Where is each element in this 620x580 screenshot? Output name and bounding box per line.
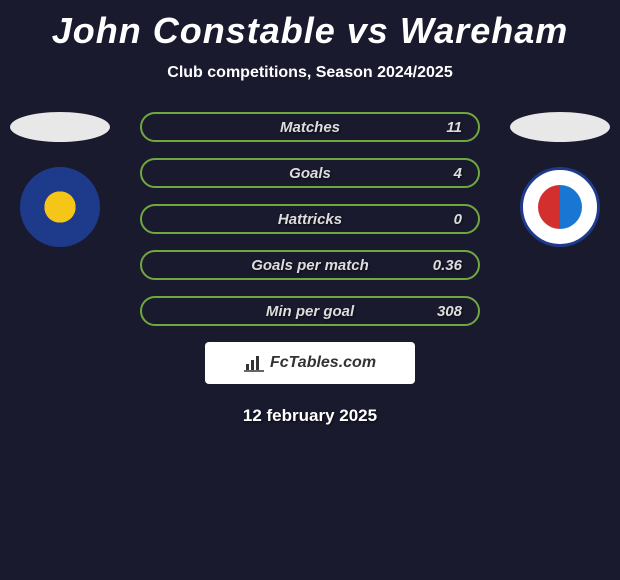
branding-badge: FcTables.com	[205, 342, 415, 384]
page-title: John Constable vs Wareham	[0, 0, 620, 52]
stat-value: 0	[454, 211, 462, 228]
stat-value: 4	[454, 165, 462, 182]
stat-value: 0.36	[433, 257, 462, 274]
stats-list: Matches 11 Goals 4 Hattricks 0 Goals per…	[140, 112, 480, 326]
stat-label: Min per goal	[266, 303, 354, 320]
stat-row-min-per-goal: Min per goal 308	[140, 296, 480, 326]
branding-text: FcTables.com	[270, 354, 376, 372]
stat-label: Hattricks	[278, 211, 342, 228]
stat-row-hattricks: Hattricks 0	[140, 204, 480, 234]
bar-chart-icon	[244, 354, 264, 372]
club-badge-right-inner	[538, 185, 582, 229]
page-subtitle: Club competitions, Season 2024/2025	[0, 64, 620, 82]
stat-value: 308	[437, 303, 462, 320]
content-area: Matches 11 Goals 4 Hattricks 0 Goals per…	[0, 112, 620, 426]
club-badge-left	[20, 167, 100, 247]
player-placeholder-left	[10, 112, 110, 142]
comparison-date: 12 february 2025	[0, 406, 620, 426]
stat-row-matches: Matches 11	[140, 112, 480, 142]
stat-label: Goals per match	[251, 257, 369, 274]
player-placeholder-right	[510, 112, 610, 142]
stat-value: 11	[446, 119, 462, 136]
stat-label: Matches	[280, 119, 340, 136]
stat-row-goals: Goals 4	[140, 158, 480, 188]
club-badge-right	[520, 167, 600, 247]
stat-row-goals-per-match: Goals per match 0.36	[140, 250, 480, 280]
stat-label: Goals	[289, 165, 331, 182]
